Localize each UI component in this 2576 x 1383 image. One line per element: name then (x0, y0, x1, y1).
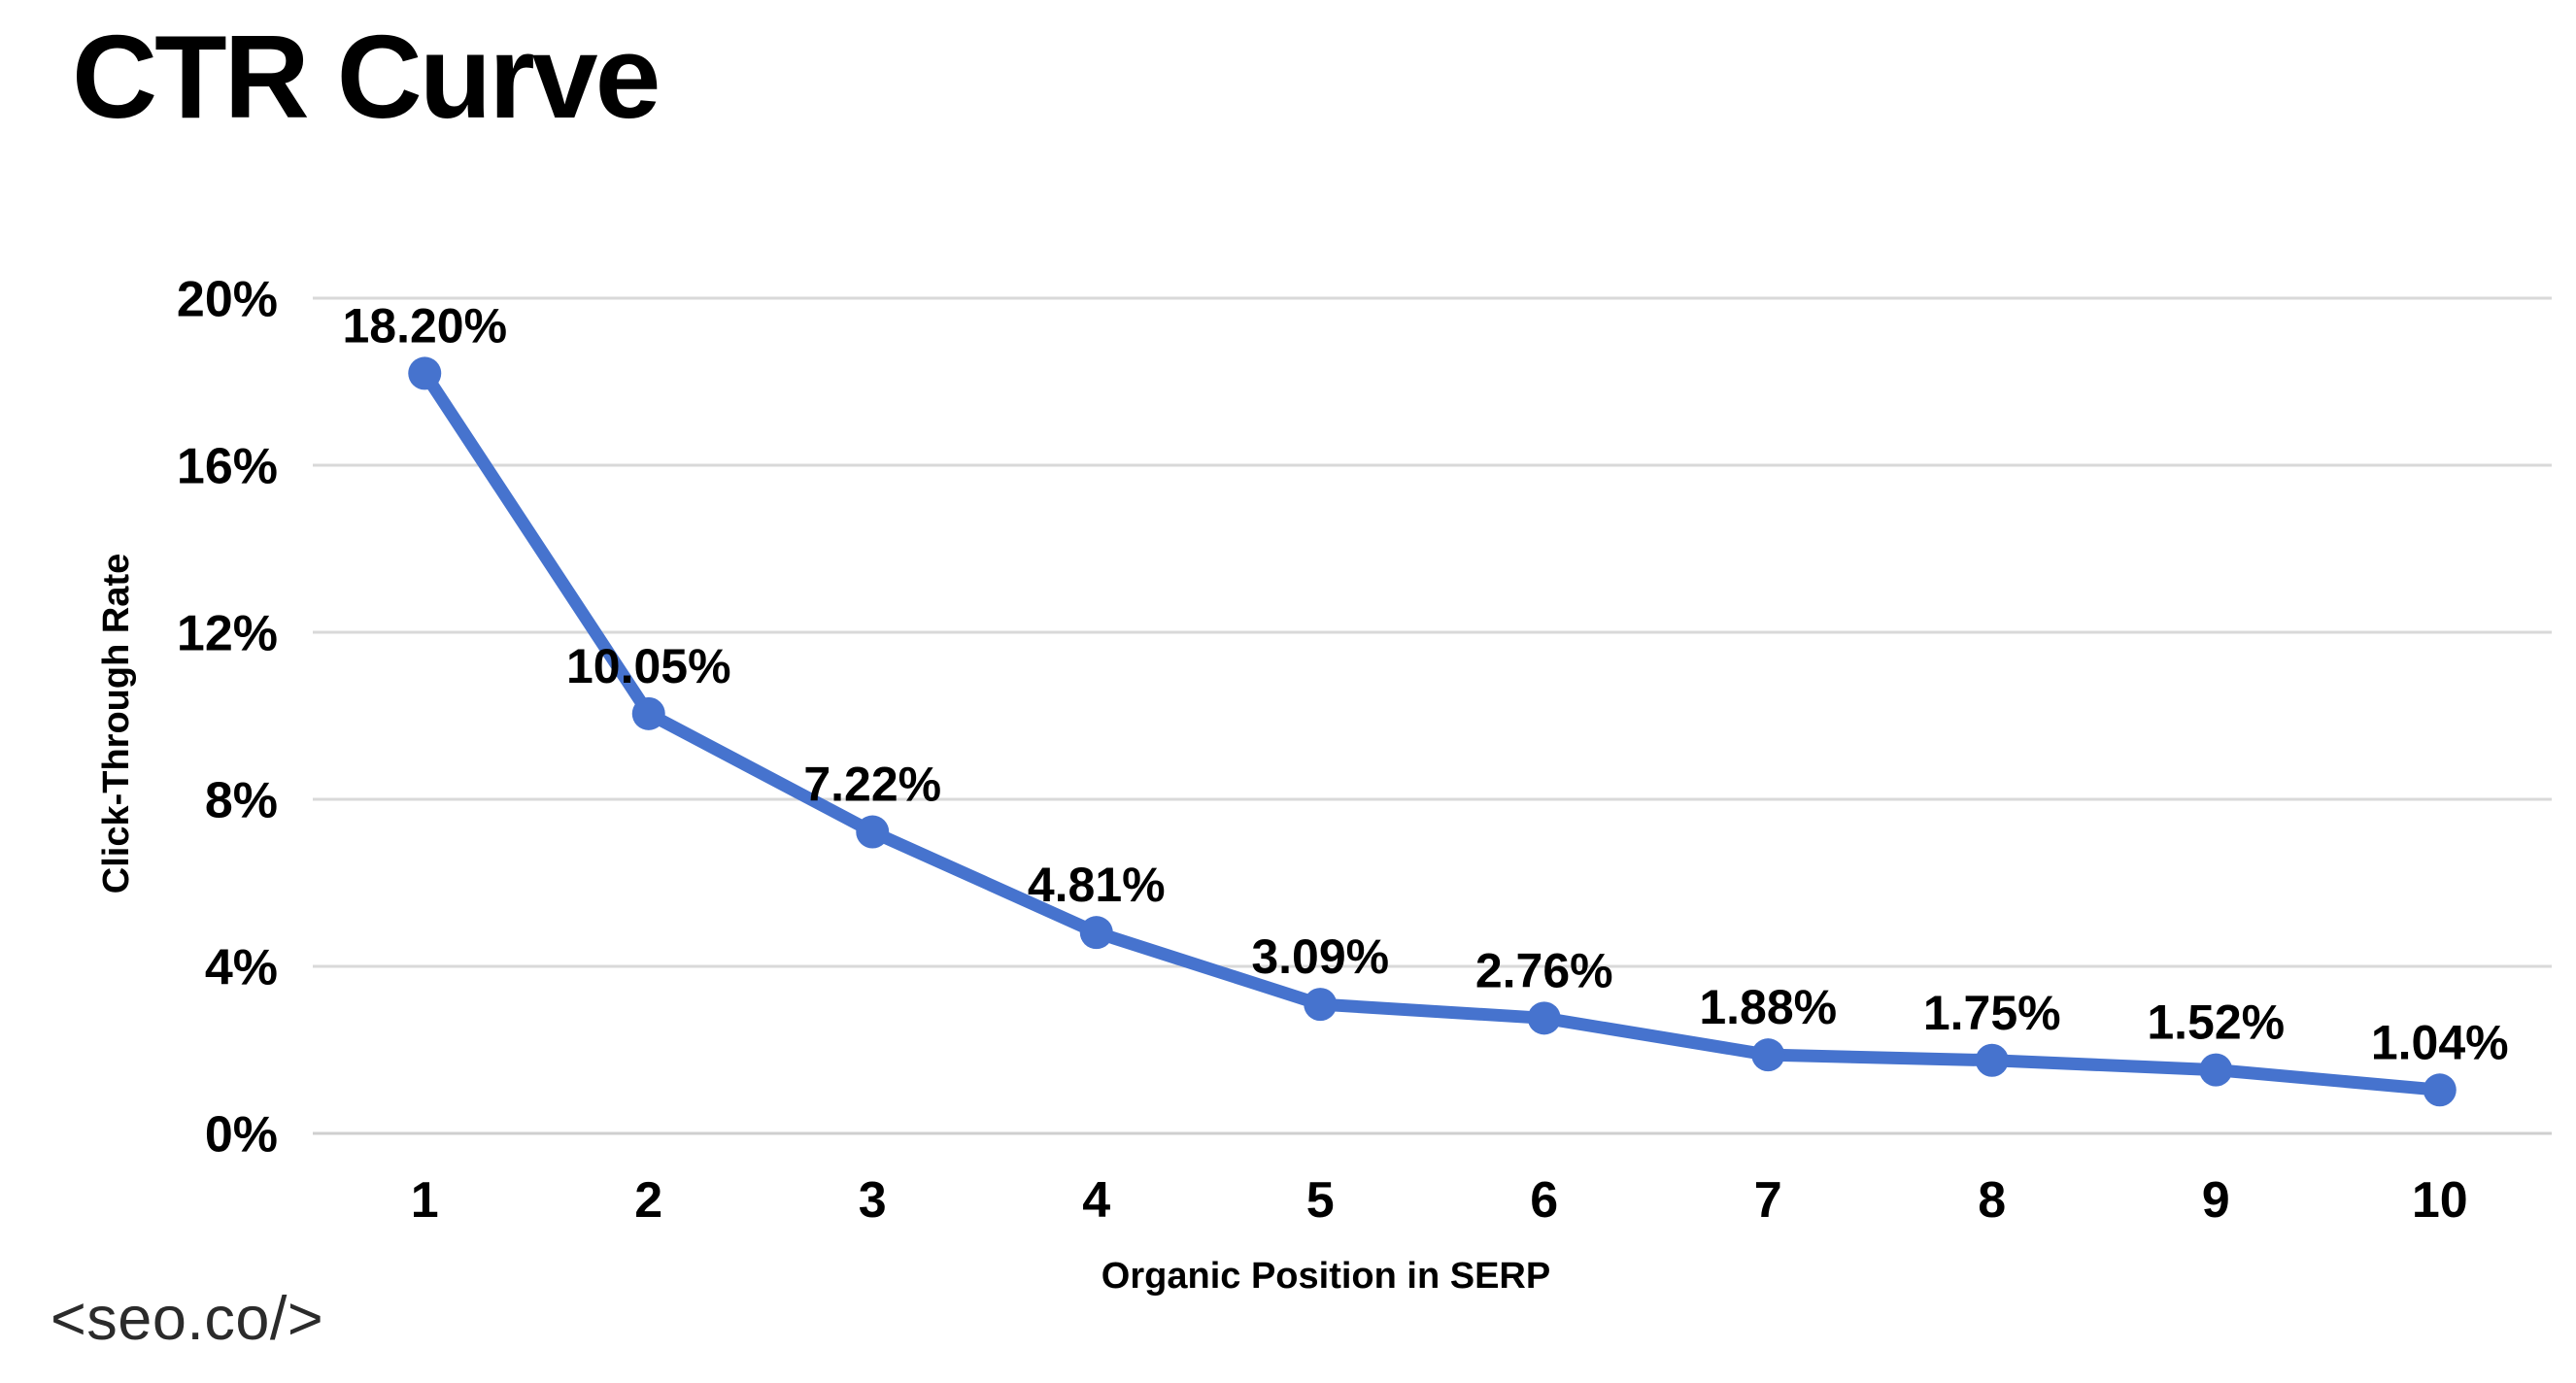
data-point (408, 356, 442, 390)
x-tick-label: 3 (859, 1172, 887, 1229)
x-tick-label: 5 (1306, 1172, 1335, 1229)
x-tick-label: 4 (1082, 1172, 1110, 1229)
data-point-label: 7.22% (803, 758, 941, 812)
data-point (2199, 1053, 2233, 1087)
x-tick-labels: 1 2 3 4 5 6 7 8 9 10 (411, 1172, 2468, 1229)
data-point (856, 815, 890, 849)
data-point-label: 10.05% (566, 639, 731, 693)
x-tick-label: 8 (1978, 1172, 2006, 1229)
data-point-label: 18.20% (342, 298, 507, 353)
x-tick-label: 6 (1530, 1172, 1558, 1229)
data-point-label: 3.09% (1251, 929, 1389, 984)
data-point (1751, 1038, 1785, 1072)
data-point-label: 1.04% (2371, 1015, 2509, 1069)
y-tick-label: 8% (205, 773, 278, 829)
data-point (1527, 1001, 1561, 1035)
series-line (418, 366, 2447, 1096)
y-gridlines (313, 296, 2552, 1135)
data-point-label: 2.76% (1475, 943, 1613, 997)
y-tick-label: 20% (177, 272, 278, 328)
y-tick-label: 12% (177, 606, 278, 662)
x-axis-title: Organic Position in SERP (1102, 1256, 1550, 1297)
data-labels: 18.20% 10.05% 7.22% 4.81% 3.09% 2.76% 1.88% 1.7… (342, 298, 2508, 1069)
data-point (631, 696, 665, 730)
y-tick-label: 16% (177, 439, 278, 495)
data-point-label: 1.88% (1699, 980, 1837, 1034)
y-tick-labels: 0% 4% 8% 12% 16% 20% (177, 272, 278, 1164)
x-tick-label: 10 (2412, 1172, 2468, 1229)
x-tick-label: 2 (634, 1172, 662, 1229)
x-tick-label: 1 (411, 1172, 439, 1229)
y-axis-title: Click-Through Rate (96, 554, 137, 894)
data-point (1975, 1043, 2009, 1077)
data-point (1079, 916, 1113, 950)
data-point-label: 1.75% (1923, 986, 2061, 1040)
data-point (1304, 988, 1338, 1022)
data-point (2423, 1073, 2457, 1107)
data-point-label: 4.81% (1028, 858, 1166, 912)
chart-title: CTR Curve (72, 11, 661, 143)
data-point-label: 1.52% (2147, 995, 2285, 1050)
y-tick-label: 4% (205, 940, 278, 996)
x-tick-label: 9 (2202, 1172, 2230, 1229)
seo-logo: <seo.co/> (51, 1285, 324, 1353)
x-tick-label: 7 (1754, 1172, 1782, 1229)
y-tick-label: 0% (205, 1107, 278, 1164)
data-points (408, 356, 2457, 1107)
